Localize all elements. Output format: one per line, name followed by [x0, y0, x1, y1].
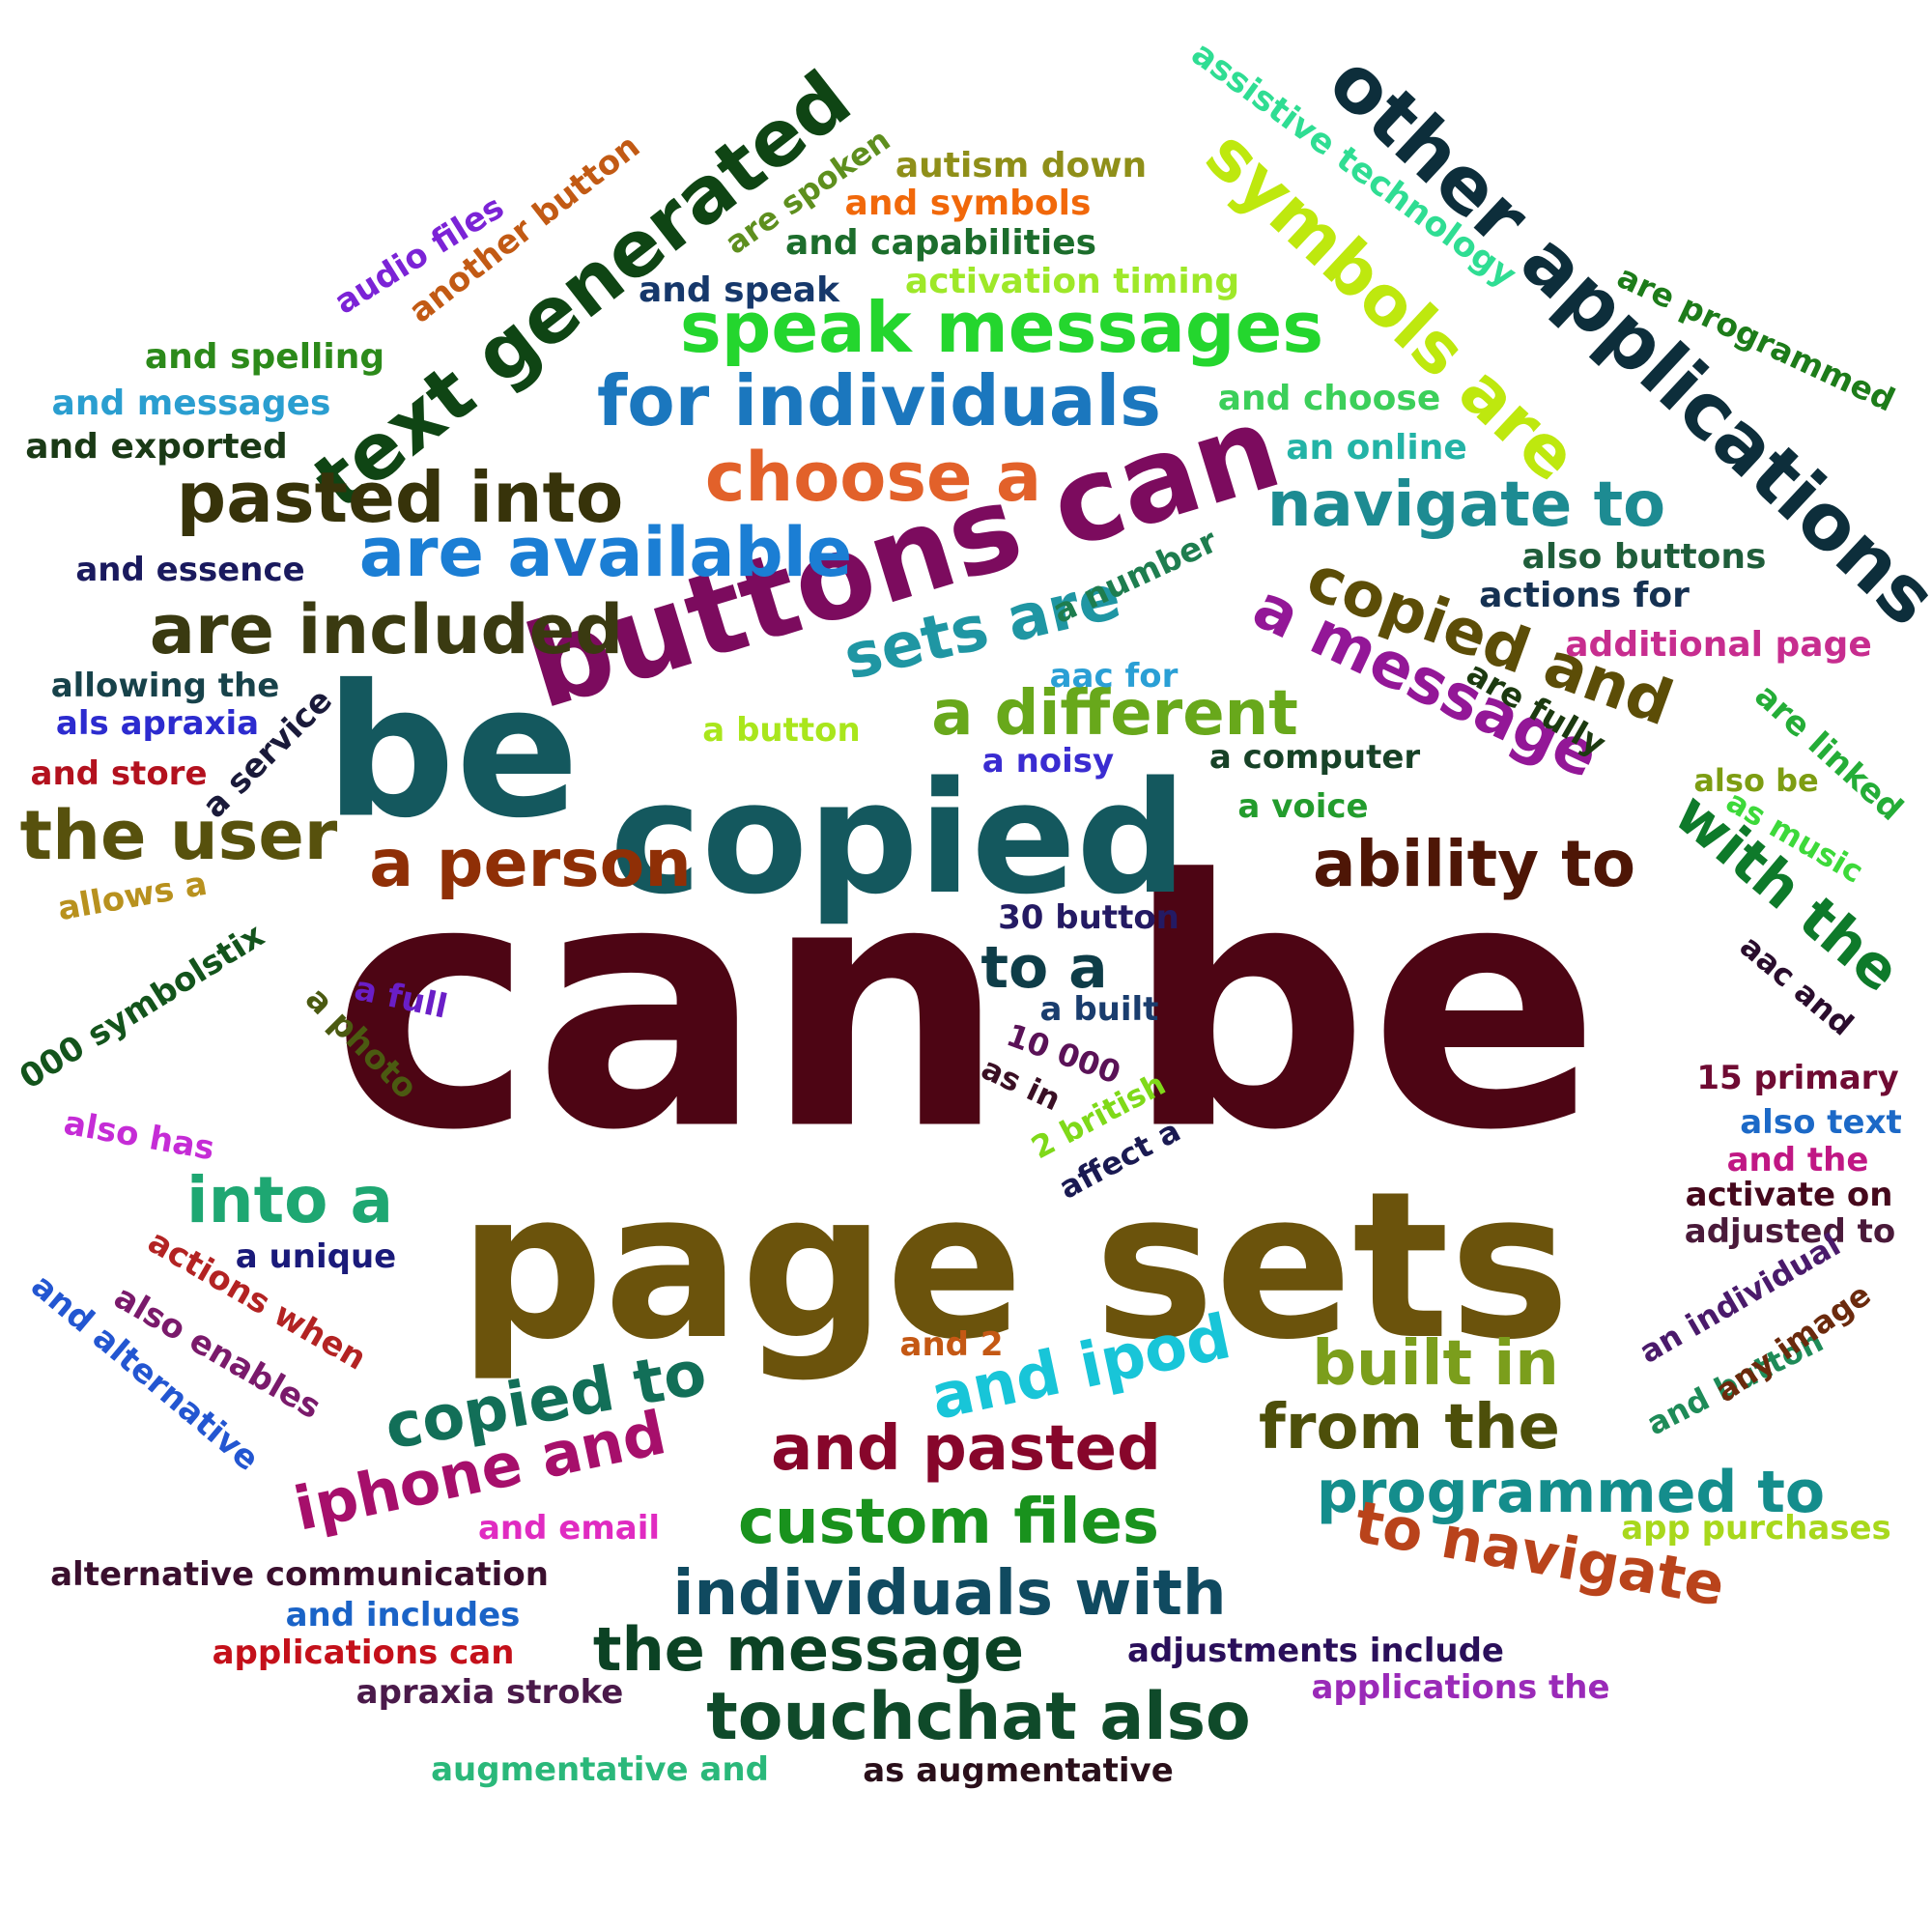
- word-75: 30 button: [998, 898, 1179, 937]
- word-48: and messages: [51, 384, 331, 423]
- word-94: and 2: [899, 1325, 1004, 1364]
- word-62: als apraxia: [55, 704, 260, 743]
- word-20: a person: [369, 826, 692, 902]
- word-39: autism down: [895, 146, 1148, 185]
- word-23: to a: [980, 934, 1108, 1002]
- word-64: and store: [30, 754, 208, 793]
- word-57: also be: [1693, 762, 1819, 799]
- word-49: and exported: [25, 427, 288, 467]
- word-12: are available: [358, 513, 853, 592]
- word-9: for individuals: [596, 360, 1162, 441]
- word-95: app purchases: [1621, 1509, 1891, 1548]
- word-40: and symbols: [844, 184, 1092, 223]
- word-34: individuals with: [672, 1558, 1227, 1630]
- word-36: touchchat also: [706, 1679, 1251, 1755]
- word-68: a noisy: [981, 742, 1115, 781]
- word-8: speak messages: [679, 287, 1324, 368]
- word-87: a unique: [235, 1237, 397, 1276]
- word-50: and choose: [1217, 379, 1441, 418]
- word-83: and the: [1726, 1141, 1869, 1179]
- word-60: and essence: [75, 551, 305, 589]
- word-11: choose a: [704, 438, 1042, 517]
- word-2: be: [325, 645, 580, 859]
- word-97: alternative communication: [50, 1555, 549, 1594]
- word-102: applications the: [1311, 1668, 1610, 1707]
- word-66: aac for: [1049, 657, 1179, 696]
- word-71: allows a: [54, 864, 211, 929]
- word-67: a button: [702, 711, 861, 750]
- word-81: 15 primary: [1696, 1059, 1899, 1097]
- word-43: activation timing: [904, 262, 1240, 301]
- word-72: 000 symbolstix: [13, 916, 271, 1097]
- word-1: page sets: [458, 1148, 1571, 1384]
- word-52: also buttons: [1521, 537, 1767, 577]
- word-99: applications can: [212, 1634, 515, 1672]
- word-29: and pasted: [771, 1413, 1161, 1485]
- word-96: and email: [477, 1509, 661, 1548]
- word-35: the message: [592, 1614, 1025, 1685]
- word-14: are included: [149, 590, 624, 669]
- word-31: programmed to: [1316, 1459, 1826, 1526]
- word-101: apraxia stroke: [355, 1673, 624, 1712]
- word-69: a computer: [1208, 738, 1421, 777]
- word-42: and capabilities: [784, 223, 1097, 263]
- word-98: and includes: [285, 1596, 521, 1634]
- word-3: copied: [610, 748, 1187, 928]
- word-44: and speak: [638, 270, 840, 310]
- word-21: ability to: [1312, 827, 1636, 901]
- word-76: a built: [1039, 990, 1159, 1029]
- word-51: an online: [1286, 428, 1467, 468]
- word-32: custom files: [738, 1487, 1159, 1558]
- word-103: augmentative and: [431, 1750, 769, 1789]
- word-54: additional page: [1565, 625, 1872, 665]
- word-13: navigate to: [1266, 469, 1666, 541]
- word-82: also text: [1740, 1103, 1902, 1142]
- word-61: allowing the: [50, 667, 280, 705]
- word-24: into a: [185, 1163, 394, 1237]
- word-70: a voice: [1237, 787, 1369, 826]
- word-53: actions for: [1479, 576, 1690, 615]
- word-47: and spelling: [144, 337, 385, 377]
- word-84: activate on: [1685, 1176, 1893, 1214]
- word-18: a different: [931, 678, 1298, 750]
- word-19: the user: [19, 796, 338, 875]
- word-27: built in: [1312, 1328, 1559, 1400]
- word-86: also has: [61, 1103, 217, 1169]
- word-100: adjustments include: [1127, 1632, 1504, 1670]
- word-85: adjusted to: [1684, 1212, 1896, 1251]
- word-10: pasted into: [176, 457, 624, 538]
- word-0: can be: [331, 808, 1601, 1206]
- word-30: from the: [1259, 1392, 1560, 1463]
- word-104: as augmentative: [863, 1751, 1174, 1790]
